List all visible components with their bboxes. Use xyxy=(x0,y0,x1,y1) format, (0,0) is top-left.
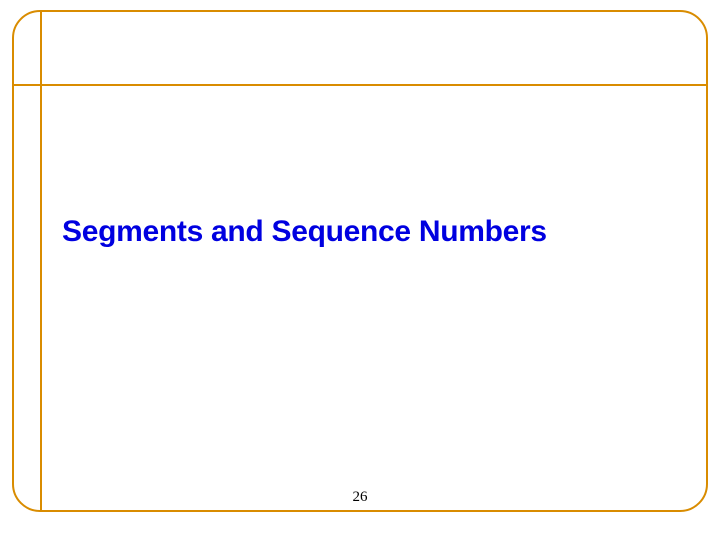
vertical-divider xyxy=(40,10,42,512)
header-divider xyxy=(12,84,708,86)
page-number: 26 xyxy=(0,489,720,506)
slide-title: Segments and Sequence Numbers xyxy=(62,215,547,249)
